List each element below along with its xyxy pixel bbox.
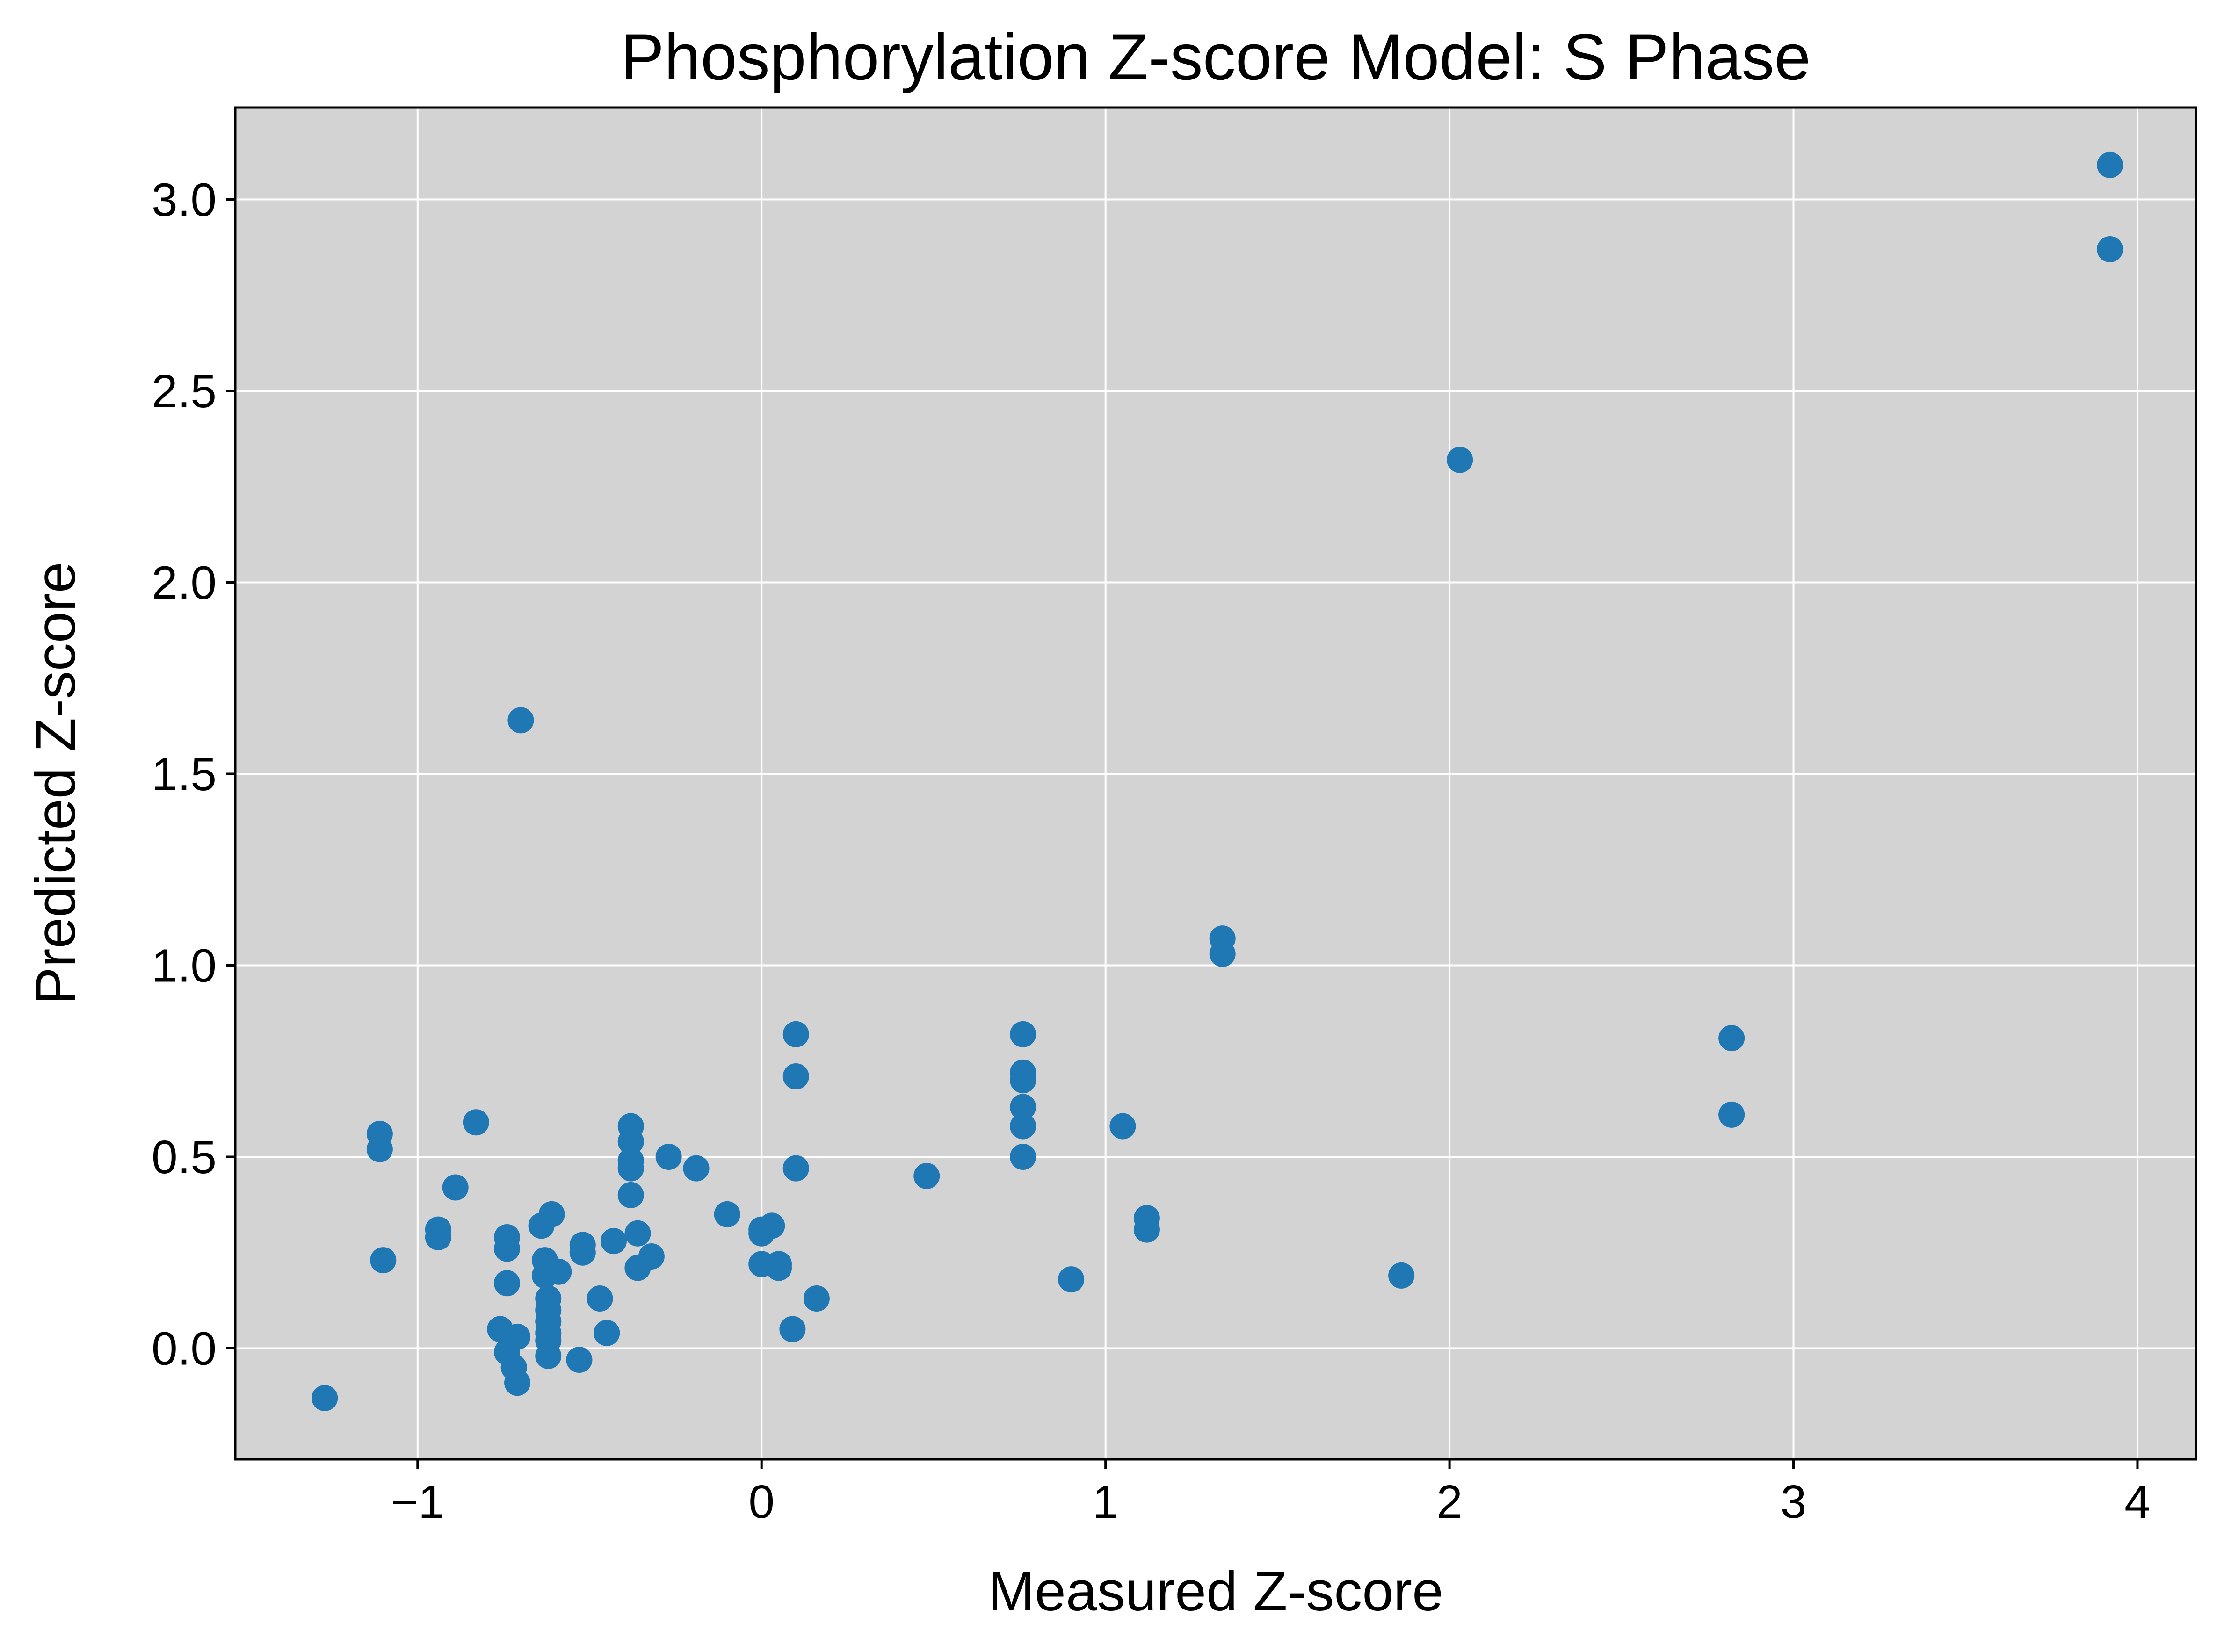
data-point <box>617 1128 644 1155</box>
data-point <box>782 1155 809 1182</box>
data-point <box>463 1109 489 1136</box>
y-tick-label: 2.0 <box>152 557 217 609</box>
data-point <box>779 1316 806 1342</box>
data-point <box>600 1228 627 1255</box>
data-point <box>759 1212 785 1239</box>
data-point <box>1010 1094 1036 1120</box>
data-point <box>655 1144 682 1170</box>
data-point <box>1010 1067 1036 1094</box>
data-point <box>442 1174 469 1201</box>
data-point <box>1010 1144 1036 1170</box>
data-point <box>638 1243 665 1270</box>
x-tick-label: 2 <box>1436 1476 1463 1528</box>
axis-ticks: −1 0 1 2 3 4 0.0 0.5 1.0 1.5 2.0 2.5 3.0 <box>152 174 2151 1528</box>
y-tick-label: 1.5 <box>152 748 217 801</box>
data-point <box>507 707 534 734</box>
chart-title: Phosphorylation Z-score Model: S Phase <box>621 20 1811 94</box>
data-point <box>312 1385 338 1411</box>
data-point <box>587 1285 613 1312</box>
data-point <box>2097 236 2123 263</box>
data-point <box>569 1239 596 1266</box>
x-tick-label: 1 <box>1093 1476 1119 1528</box>
data-point <box>1010 1113 1036 1140</box>
y-tick-label: 1.0 <box>152 940 217 992</box>
data-point <box>1447 447 1473 473</box>
data-point <box>617 1155 644 1182</box>
x-tick-label: 0 <box>748 1476 775 1528</box>
x-axis-label: Measured Z-score <box>988 1560 1443 1623</box>
data-point <box>782 1063 809 1090</box>
data-point <box>425 1224 451 1250</box>
data-point <box>366 1136 393 1162</box>
data-point <box>545 1258 572 1285</box>
data-point <box>803 1285 830 1312</box>
data-point <box>1109 1113 1136 1140</box>
y-tick-label: 3.0 <box>152 174 217 226</box>
data-point <box>538 1201 565 1227</box>
data-point <box>765 1255 792 1281</box>
x-tick-label: −1 <box>391 1476 444 1528</box>
data-point <box>566 1347 593 1373</box>
y-tick-label: 0.0 <box>152 1322 217 1375</box>
grid-lines <box>235 108 2196 1459</box>
data-point <box>1718 1025 1745 1052</box>
x-tick-label: 4 <box>2124 1476 2151 1528</box>
data-points <box>312 151 2123 1411</box>
y-tick-label: 0.5 <box>152 1131 217 1183</box>
data-point <box>2097 151 2123 178</box>
data-point <box>624 1220 651 1247</box>
y-axis-label: Predicted Z-score <box>24 562 87 1005</box>
data-point <box>504 1323 531 1350</box>
data-point <box>782 1021 809 1047</box>
x-tick-label: 3 <box>1781 1476 1807 1528</box>
data-point <box>1209 940 1236 967</box>
data-point <box>493 1235 520 1262</box>
plot-frame <box>234 106 2197 1461</box>
data-point <box>714 1201 740 1227</box>
data-point <box>913 1162 940 1189</box>
data-point <box>617 1182 644 1208</box>
data-point <box>535 1342 562 1369</box>
data-point <box>493 1270 520 1297</box>
data-point <box>1010 1021 1036 1047</box>
data-point <box>1718 1101 1745 1128</box>
data-point <box>594 1320 620 1346</box>
data-point <box>1388 1262 1415 1289</box>
data-point <box>683 1155 710 1182</box>
data-point <box>370 1247 397 1274</box>
data-point <box>1058 1266 1085 1293</box>
plot-area <box>235 108 2196 1459</box>
data-point <box>504 1370 531 1396</box>
y-tick-label: 2.5 <box>152 365 217 418</box>
data-point <box>1133 1216 1160 1243</box>
